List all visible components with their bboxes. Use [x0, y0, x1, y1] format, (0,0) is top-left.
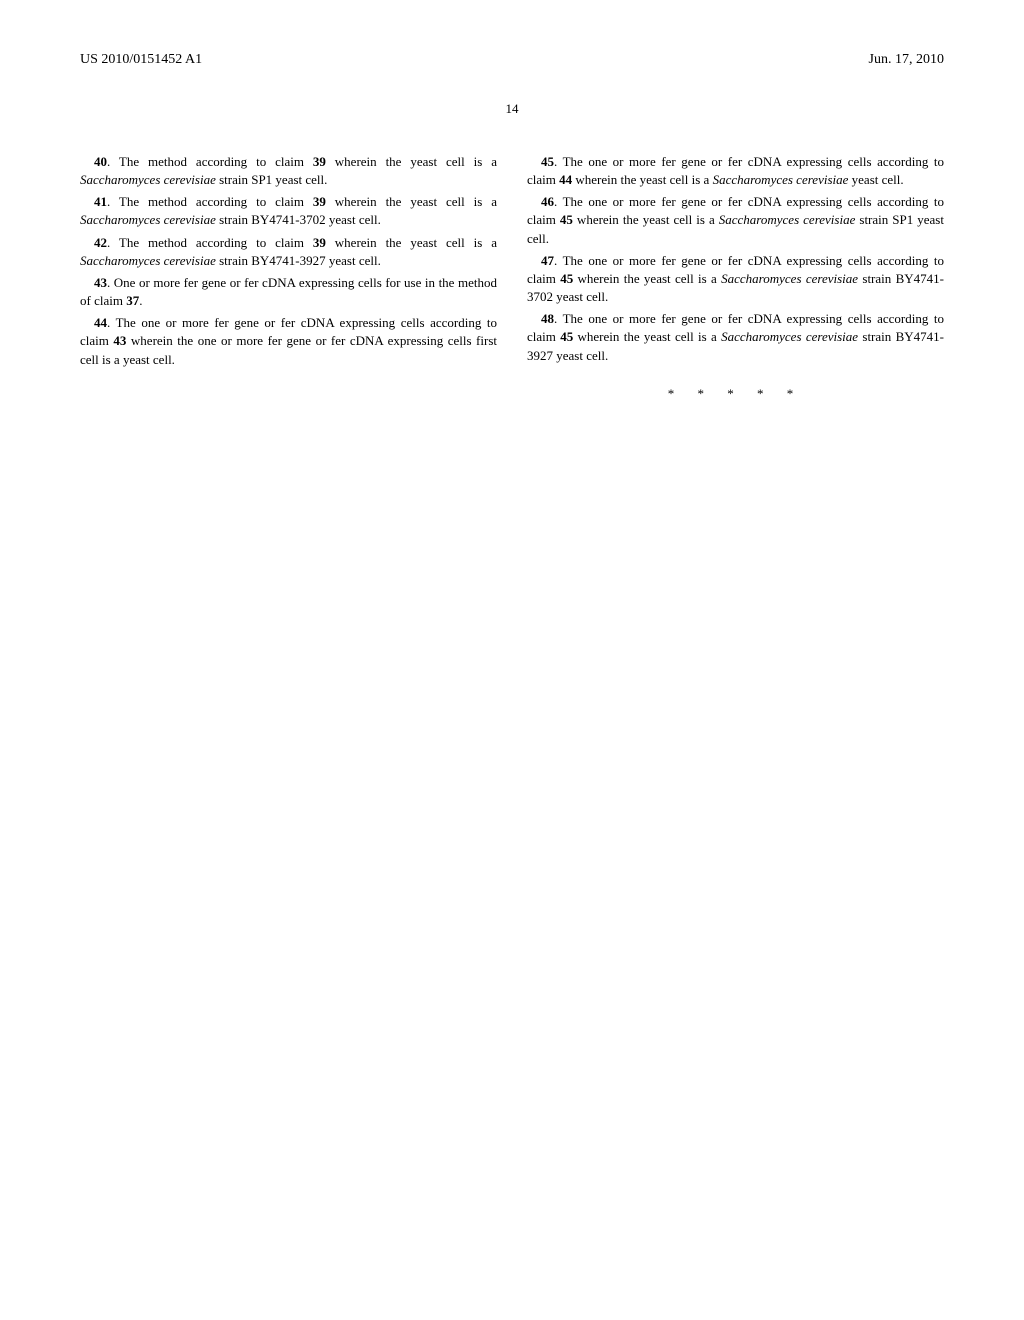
- claim-text: strain BY4741-3927 yeast cell.: [216, 253, 381, 268]
- end-marks: * * * * *: [527, 385, 944, 403]
- claim-italic: Saccharomyces cerevisiae: [80, 172, 216, 187]
- claim-text: wherein the one or more fer gene or fer …: [80, 333, 497, 366]
- claim-ref: 43: [113, 333, 126, 348]
- claim-ref: 45: [560, 212, 573, 227]
- claim-number: 46: [541, 194, 554, 209]
- claim-text: wherein the yeast cell is a: [326, 235, 497, 250]
- claim-ref: 39: [313, 194, 326, 209]
- claim-italic: Saccharomyces cerevisiae: [721, 271, 858, 286]
- claim-text: strain BY4741-3702 yeast cell.: [216, 212, 381, 227]
- claim-number: 44: [94, 315, 107, 330]
- claim-number: 42: [94, 235, 107, 250]
- claim-48: 48. The one or more fer gene or fer cDNA…: [527, 310, 944, 365]
- claim-46: 46. The one or more fer gene or fer cDNA…: [527, 193, 944, 248]
- claim-italic: Saccharomyces cerevisiae: [713, 172, 849, 187]
- claim-number: 40: [94, 154, 107, 169]
- claim-40: 40. The method according to claim 39 whe…: [80, 153, 497, 189]
- claim-44: 44. The one or more fer gene or fer cDNA…: [80, 314, 497, 369]
- claim-text: wherein the yeast cell is a: [573, 329, 721, 344]
- claim-italic: Saccharomyces cerevisiae: [719, 212, 856, 227]
- claim-italic: Saccharomyces cerevisiae: [80, 253, 216, 268]
- claim-text: wherein the yeast cell is a: [572, 172, 712, 187]
- claim-ref: 39: [313, 154, 326, 169]
- claim-ref: 44: [559, 172, 572, 187]
- claim-text: .: [139, 293, 142, 308]
- claim-41: 41. The method according to claim 39 whe…: [80, 193, 497, 229]
- claim-number: 48: [541, 311, 554, 326]
- claim-42: 42. The method according to claim 39 whe…: [80, 234, 497, 270]
- claim-47: 47. The one or more fer gene or fer cDNA…: [527, 252, 944, 307]
- claim-number: 45: [541, 154, 554, 169]
- claim-ref: 39: [313, 235, 326, 250]
- claim-43: 43. One or more fer gene or fer cDNA exp…: [80, 274, 497, 310]
- publication-number: US 2010/0151452 A1: [80, 50, 202, 70]
- claim-text: wherein the yeast cell is a: [326, 194, 497, 209]
- claim-text: yeast cell.: [848, 172, 903, 187]
- claims-content: 40. The method according to claim 39 whe…: [80, 153, 944, 403]
- claim-ref: 37: [126, 293, 139, 308]
- claim-italic: Saccharomyces cerevisiae: [80, 212, 216, 227]
- claim-text: . The method according to claim: [107, 154, 313, 169]
- claim-number: 47: [541, 253, 554, 268]
- publication-date: Jun. 17, 2010: [869, 50, 944, 70]
- page-number: 14: [80, 100, 944, 118]
- claim-text: . The method according to claim: [107, 235, 313, 250]
- claim-text: . One or more fer gene or fer cDNA expre…: [80, 275, 497, 308]
- claim-text: wherein the yeast cell is a: [573, 212, 719, 227]
- claim-italic: Saccharomyces cerevisiae: [721, 329, 858, 344]
- claim-45: 45. The one or more fer gene or fer cDNA…: [527, 153, 944, 189]
- claim-text: wherein the yeast cell is a: [573, 271, 721, 286]
- claim-ref: 45: [560, 329, 573, 344]
- claim-number: 41: [94, 194, 107, 209]
- claim-text: . The method according to claim: [107, 194, 313, 209]
- claim-ref: 45: [560, 271, 573, 286]
- claim-number: 43: [94, 275, 107, 290]
- page-header: US 2010/0151452 A1 Jun. 17, 2010: [80, 50, 944, 70]
- claim-text: strain SP1 yeast cell.: [216, 172, 328, 187]
- claim-text: wherein the yeast cell is a: [326, 154, 497, 169]
